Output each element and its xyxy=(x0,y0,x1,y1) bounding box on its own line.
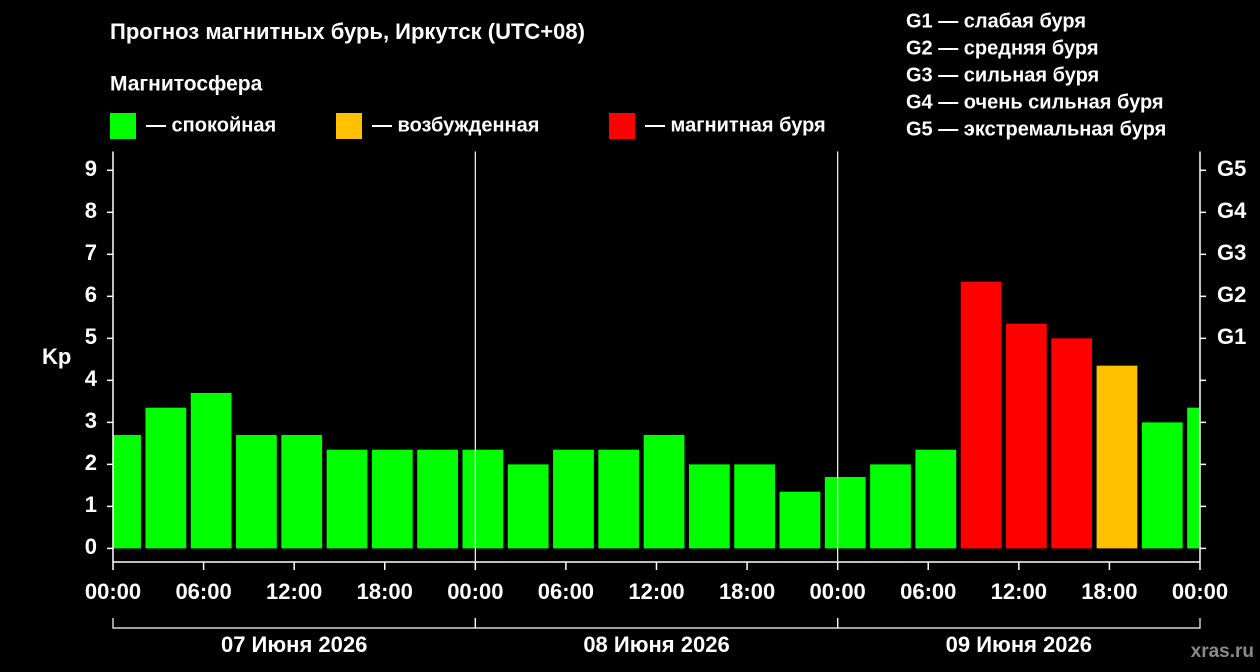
storm-level: G1 — слабая буря xyxy=(906,10,1086,32)
bar xyxy=(145,407,187,549)
bar xyxy=(417,449,458,549)
legend-label: — возбужденная xyxy=(372,114,539,136)
bar xyxy=(779,491,821,549)
storm-level: G5 — экстремальная буря xyxy=(906,118,1166,140)
x-tick-label: 00:00 xyxy=(810,579,866,604)
y-tick-label: 1 xyxy=(85,492,97,517)
y-tick-label: 2 xyxy=(85,450,97,475)
y-tick-label: 0 xyxy=(85,534,97,559)
x-tick-label: 12:00 xyxy=(266,579,322,604)
bar xyxy=(1096,365,1138,549)
bar xyxy=(553,449,594,549)
chart-title: Прогноз магнитных бурь, Иркутск (UTC+08) xyxy=(110,19,585,44)
y-tick-label: 7 xyxy=(85,240,97,265)
bar xyxy=(462,449,504,549)
bar xyxy=(281,434,323,549)
y-tick-label: 3 xyxy=(85,408,97,433)
storm-level: G4 — очень сильная буря xyxy=(906,91,1164,113)
y2-tick-label: G4 xyxy=(1217,198,1247,223)
bar xyxy=(326,449,368,549)
bar xyxy=(371,449,413,549)
legend-swatch xyxy=(609,113,635,139)
x-tick-label: 18:00 xyxy=(357,579,413,604)
bar xyxy=(1141,422,1183,549)
bar xyxy=(915,449,957,549)
y-tick-label: 9 xyxy=(85,156,97,181)
y2-tick-label: G2 xyxy=(1217,282,1246,307)
y2-tick-label: G5 xyxy=(1217,156,1246,181)
storm-level: G2 — средняя буря xyxy=(906,37,1099,59)
bar xyxy=(507,464,549,549)
day-label: 08 Июня 2026 xyxy=(583,632,729,657)
day-label: 09 Июня 2026 xyxy=(946,632,1092,657)
day-label: 07 Июня 2026 xyxy=(221,632,367,657)
x-tick-label: 06:00 xyxy=(900,579,956,604)
plot-area xyxy=(113,281,1200,549)
bar xyxy=(190,392,232,549)
y-tick-label: 4 xyxy=(85,366,98,391)
y-tick-label: 5 xyxy=(85,324,97,349)
y-axis-label: Kp xyxy=(42,344,71,369)
legend-title: Магнитосфера xyxy=(110,73,263,96)
x-tick-label: 18:00 xyxy=(1081,579,1137,604)
day-bracket xyxy=(837,618,1201,629)
x-tick-label: 18:00 xyxy=(719,579,775,604)
bar xyxy=(1006,323,1047,549)
y2-tick-label: G1 xyxy=(1217,324,1246,349)
legend-swatch xyxy=(110,113,136,139)
legend-swatch xyxy=(336,113,362,139)
bar xyxy=(643,434,685,549)
storm-level: G3 — сильная буря xyxy=(906,64,1099,86)
bar xyxy=(1051,338,1093,549)
bar xyxy=(734,464,776,549)
y2-tick-label: G3 xyxy=(1217,240,1246,265)
x-tick-label: 06:00 xyxy=(538,579,594,604)
legend-label: — магнитная буря xyxy=(645,114,826,136)
bar xyxy=(236,434,277,549)
bar xyxy=(1187,407,1200,549)
y-tick-label: 6 xyxy=(85,282,97,307)
legend-label: — спокойная xyxy=(146,114,276,136)
bar xyxy=(960,281,1002,549)
bar xyxy=(870,464,911,549)
x-tick-label: 00:00 xyxy=(1172,579,1228,604)
bar xyxy=(598,449,640,549)
x-tick-label: 00:00 xyxy=(85,579,141,604)
x-tick-label: 12:00 xyxy=(991,579,1047,604)
bar xyxy=(824,476,866,549)
bar xyxy=(113,434,141,549)
y-tick-label: 8 xyxy=(85,198,97,223)
x-tick-label: 06:00 xyxy=(175,579,231,604)
bar xyxy=(688,464,730,549)
x-tick-label: 00:00 xyxy=(447,579,503,604)
watermark: xras.ru xyxy=(1191,641,1254,662)
x-tick-label: 12:00 xyxy=(628,579,684,604)
